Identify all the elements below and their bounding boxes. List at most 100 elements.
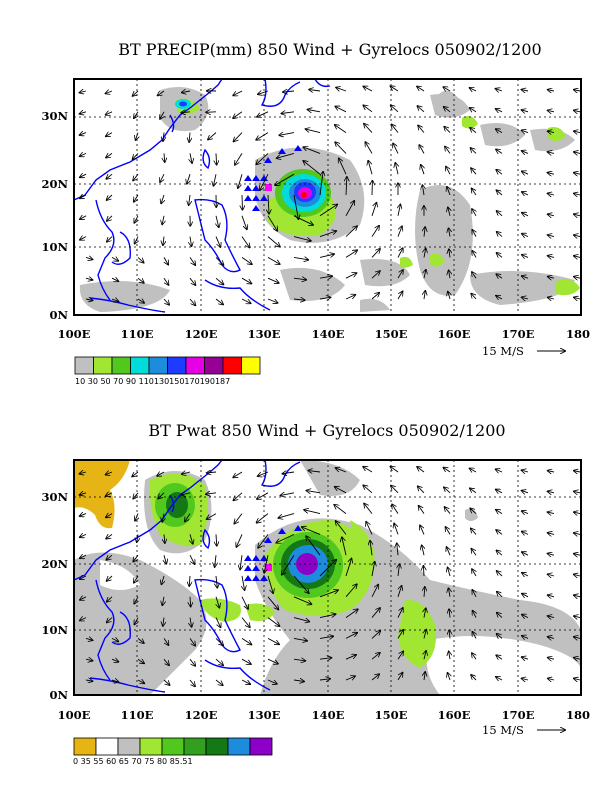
wind-vector [319, 231, 336, 238]
wind-vector [107, 236, 113, 242]
wind-vector [522, 636, 529, 639]
wind-vector [80, 216, 87, 219]
wind-vector [213, 174, 216, 186]
wind-vector [391, 124, 399, 133]
wind-vector [345, 559, 351, 577]
wind-vector [306, 536, 321, 556]
wind-vector [548, 131, 555, 132]
wind-vector [371, 249, 380, 258]
wind-vector [548, 110, 555, 111]
wind-vector [339, 158, 347, 175]
wind-vector [496, 170, 503, 174]
wind-vector [574, 152, 581, 153]
pwat-colorbar [73, 737, 273, 756]
wind-vector [574, 297, 581, 299]
wind-vector [522, 297, 529, 299]
wind-vector [397, 291, 403, 300]
wind-vector [364, 504, 373, 514]
wind-vector [363, 485, 373, 494]
colorbar-swatch [205, 737, 229, 756]
wind-vector [345, 609, 358, 618]
pwat-panel: BT Pwat 850 Wind + Gyrelocs 050902/1200 [41, 421, 590, 766]
wind-vector [522, 511, 529, 514]
wind-vector [548, 678, 555, 680]
wind-vector [190, 534, 193, 543]
pwat-xtick: 170E [502, 708, 535, 722]
wind-vector [372, 562, 375, 577]
precip-ytick: 10N [41, 240, 68, 254]
wind-vector [472, 569, 476, 577]
wind-vector [449, 228, 450, 237]
precip-xtick: 100E [58, 327, 91, 341]
wind-vector [233, 492, 243, 501]
wind-vector [574, 131, 581, 132]
wind-vector [215, 236, 220, 247]
precip-ytick: 20N [41, 177, 68, 191]
wind-vector [190, 153, 192, 163]
precip-xtick: 150E [375, 327, 408, 341]
wind-vector [497, 232, 503, 237]
precip-reference-vector: 15 M/S [482, 344, 565, 358]
wind-vector [371, 631, 380, 639]
wind-vector [257, 111, 269, 117]
wind-vector [267, 277, 279, 283]
wind-vector [80, 618, 87, 621]
wind-vector [522, 573, 529, 576]
wind-vector [574, 637, 581, 639]
wind-vector [447, 187, 450, 196]
wind-vector [444, 127, 451, 133]
wind-vector [107, 617, 113, 623]
wind-vector [419, 506, 425, 514]
wind-vector [164, 534, 165, 543]
wind-vector [342, 537, 347, 556]
wind-vector [278, 513, 295, 518]
wind-vector [206, 493, 217, 494]
wind-vector [258, 471, 269, 476]
wind-vector [335, 106, 347, 113]
wind-vector [106, 493, 113, 496]
precip-xtick: 130E [248, 327, 281, 341]
wind-vector [472, 230, 476, 237]
wind-vector [190, 236, 192, 247]
wind-vector [471, 528, 477, 535]
wind-vector [264, 555, 269, 573]
wind-vector [309, 90, 321, 91]
wind-vector [267, 658, 278, 664]
wind-vector [308, 110, 321, 112]
wind-vector [447, 547, 450, 556]
precip-xtick: 120E [185, 327, 218, 341]
wind-vector [392, 504, 399, 514]
colorbar-swatch [222, 356, 242, 375]
pwat-dry-shading [74, 460, 130, 529]
wind-vector [522, 234, 529, 237]
wind-vector [111, 638, 118, 641]
wind-vector [85, 257, 93, 259]
wind-vector [522, 130, 529, 132]
wind-vector [522, 192, 529, 195]
wind-vector [319, 590, 338, 598]
precip-xtick: 170E [502, 327, 535, 341]
wind-vector [80, 91, 87, 93]
pwat-wind-vectors [80, 466, 581, 686]
pwat-x-axis: 100E 110E 120E 130E 140E 150E 160E 170E … [58, 708, 590, 722]
wind-vector [282, 472, 295, 474]
wind-vector [548, 173, 555, 175]
pwat-xtick: 110E [121, 708, 154, 722]
wind-vector [443, 468, 451, 473]
wind-vector [420, 525, 425, 535]
wind-vector [371, 271, 380, 279]
wind-vector [267, 215, 277, 231]
wind-vector [233, 90, 243, 95]
colorbar-swatch [185, 356, 205, 375]
precip-title: BT PRECIP(mm) 850 Wind + Gyrelocs 050902… [118, 40, 541, 59]
wind-vector [133, 492, 139, 499]
wind-vector [275, 173, 295, 185]
wind-vector [449, 249, 450, 258]
precip-map [73, 78, 582, 316]
wind-vector [335, 487, 347, 494]
wind-vector [241, 679, 250, 684]
wind-vector [107, 194, 113, 200]
wind-vector [574, 214, 581, 216]
wind-vector [448, 292, 450, 300]
wind-vector [548, 658, 555, 660]
